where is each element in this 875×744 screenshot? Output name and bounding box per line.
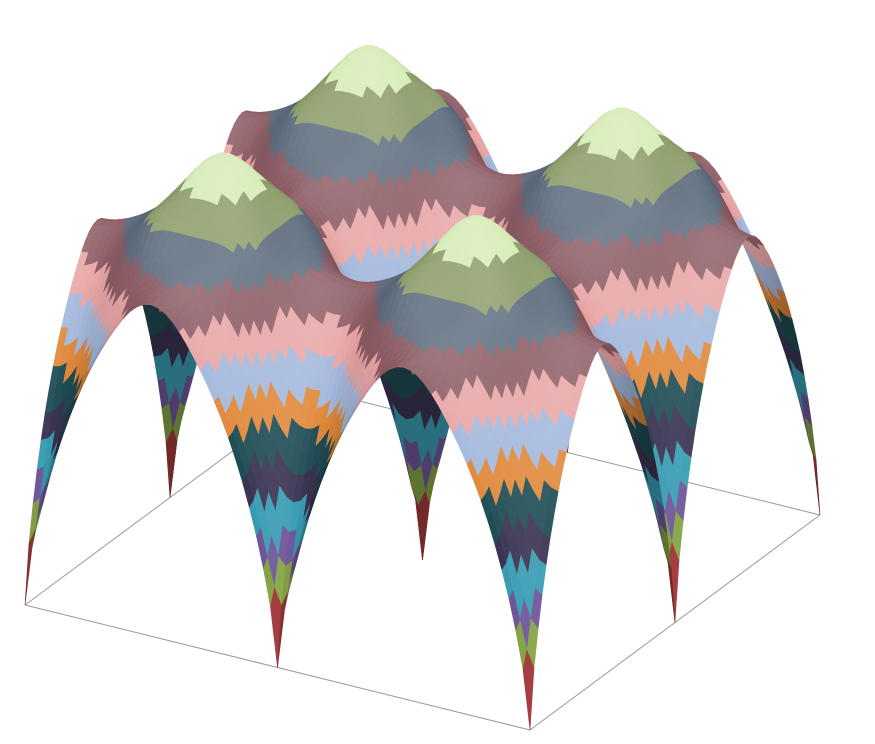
surface-patch [24,528,37,606]
surface [24,45,821,731]
